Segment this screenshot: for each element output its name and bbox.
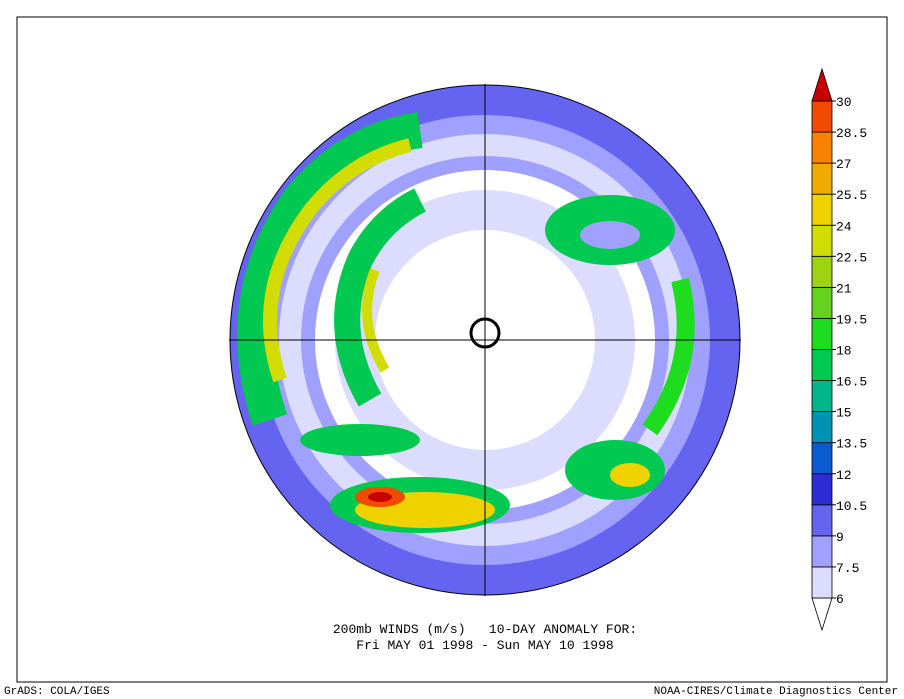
colorbar-label: 30 [836,95,852,110]
colorbar-segment [811,566,833,599]
colorbar-label: 28.5 [836,126,867,141]
colorbar-label: 25.5 [836,188,867,203]
colorbar-extension [811,597,833,632]
colorbar-segment [811,473,833,506]
colorbar-label: 6 [836,592,844,607]
colorbar-segment [811,318,833,350]
colorbar-segment [811,162,833,195]
colorbar-segment [811,380,833,413]
colorbar-extension [811,67,833,102]
colorbar-label: 9 [836,530,844,545]
colorbar-label: 12 [836,468,852,483]
colorbar-label: 18 [836,344,852,359]
colorbar-label: 27 [836,157,852,172]
footer-left: GrADS: COLA/IGES [4,686,110,698]
colorbar-segment [811,131,833,164]
colorbar-label: 22.5 [836,250,867,265]
footer-right: NOAA-CIRES/Climate Diagnostics Center [654,686,898,698]
colorbar-segment [811,535,833,568]
frame [16,16,888,683]
colorbar-segment [811,504,833,537]
colorbar-segment [811,100,833,133]
colorbar-label: 24 [836,219,852,234]
colorbar-label: 16.5 [836,375,867,390]
colorbar-segment [811,286,833,319]
colorbar-segment [811,411,833,444]
colorbar-segment [811,349,833,381]
colorbar-label: 19.5 [836,312,867,327]
colorbar-segment [811,255,833,288]
colorbar-label: 15 [836,406,852,421]
colorbar-label: 7.5 [836,561,859,576]
colorbar-label: 13.5 [836,437,867,452]
colorbar-segment [811,193,833,226]
title-line: 200mb WINDS (m/s) 10-DAY ANOMALY FOR: [333,622,637,637]
colorbar-segment [811,224,833,257]
colorbar-segment [811,442,833,475]
colorbar: 6 7.5 9 10.5 12 13.5 15 16.5 18 19.5 21 22.5 24 25.5 2… [811,67,867,632]
colorbar-label: 21 [836,281,852,296]
colorbar-label: 10.5 [836,499,867,514]
title-line: Fri MAY 01 1998 - Sun MAY 10 1998 [356,638,613,653]
